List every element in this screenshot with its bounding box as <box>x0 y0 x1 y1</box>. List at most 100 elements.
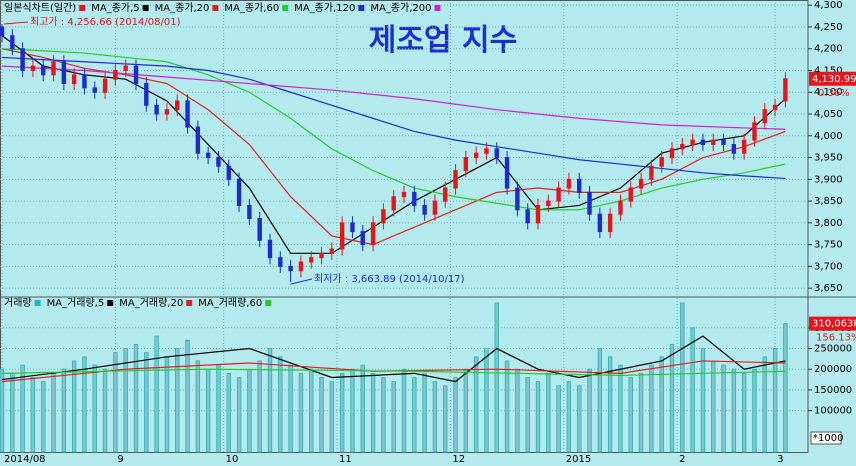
candle-body <box>319 252 324 259</box>
high-arrow <box>3 21 29 25</box>
volume-bar <box>51 372 56 453</box>
y-tick-label: 4,050 <box>814 109 843 120</box>
ma-line <box>1 360 786 383</box>
candle-body <box>690 139 695 145</box>
candle-body <box>638 178 644 189</box>
volume-bar <box>278 356 283 453</box>
legend-swatch <box>107 300 114 306</box>
ma-line <box>1 65 786 130</box>
legend-swatch <box>282 5 289 11</box>
y-tick-label: 3,750 <box>814 240 843 251</box>
candle-body <box>741 139 747 154</box>
volume-bar <box>175 348 180 453</box>
candle-body <box>783 78 788 102</box>
y-tick-label: 200000 <box>814 364 852 375</box>
candle-body <box>473 152 479 159</box>
candle-body <box>123 65 128 71</box>
volume-bar <box>113 352 118 453</box>
candle-body <box>216 157 221 167</box>
volume-bar <box>577 385 582 453</box>
candle-body <box>329 248 335 254</box>
last-volume-tag <box>809 316 856 331</box>
volume-bar <box>30 377 36 453</box>
x-tick-label: 9 <box>117 454 123 465</box>
volume-bar <box>762 356 767 453</box>
volume-bar <box>422 372 427 453</box>
y-tick-label: 4,100 <box>814 87 843 98</box>
legend-label: 거래량 <box>4 297 32 309</box>
y-tick-label: 100000 <box>814 406 852 417</box>
volume-bar <box>133 343 139 453</box>
volume-bar <box>82 356 87 453</box>
x-tick-label: 2 <box>679 454 685 465</box>
candle-body <box>484 148 489 154</box>
legend-swatch <box>358 5 365 11</box>
y-tick-label: 3,850 <box>814 196 843 207</box>
candle-body <box>432 200 438 215</box>
volume-bar <box>659 356 664 453</box>
volume-bar <box>71 360 77 453</box>
plot-frame <box>0 0 809 453</box>
ma-line <box>1 368 786 377</box>
volume-bar <box>195 360 201 453</box>
unit-box <box>810 431 842 445</box>
chart-title: 제조업 지수 <box>369 23 517 58</box>
volume-bar <box>41 381 46 453</box>
candle-body <box>772 104 778 111</box>
volume-bar <box>443 385 448 453</box>
candle-body <box>185 100 190 128</box>
volume-bar <box>700 348 706 453</box>
candle-body <box>711 139 716 145</box>
candle-body <box>10 35 15 50</box>
volume-bar <box>484 348 489 453</box>
y-tick-label: 4,200 <box>814 44 843 55</box>
volume-bar <box>731 368 737 453</box>
candle-body <box>587 191 592 215</box>
legend-swatch <box>34 300 41 306</box>
volume-bar <box>102 368 108 453</box>
volume-bar <box>504 360 510 453</box>
candle-body <box>515 187 520 211</box>
legend-swatch <box>434 5 441 11</box>
last-price-label: 4,130.99 <box>812 74 856 85</box>
volume-bar <box>144 352 149 453</box>
candle-body <box>618 200 623 215</box>
volume-bar <box>752 368 757 453</box>
candle-body <box>391 196 396 211</box>
y-tick-label: 4,300 <box>814 0 843 11</box>
candle-body <box>205 152 211 159</box>
candle-body <box>350 222 355 233</box>
y-tick-label: 150000 <box>814 385 852 396</box>
volume-bar <box>288 364 293 453</box>
candle-body <box>278 257 283 267</box>
volume-bar <box>432 381 438 453</box>
volume-bar <box>597 348 603 453</box>
volume-bar <box>546 372 551 453</box>
candle-body <box>762 109 767 124</box>
legend-swatch <box>265 300 272 306</box>
low-annotation: 최저가 : 3,663.89 (2014/10/17) <box>314 273 465 285</box>
volume-bar <box>515 368 520 453</box>
x-tick-label: 11 <box>339 454 352 465</box>
candle-body <box>535 204 541 224</box>
low-arrow <box>290 278 313 285</box>
volume-bar <box>329 381 335 453</box>
candle-body <box>339 222 345 250</box>
candle-body <box>195 126 201 154</box>
x-tick-label: 10 <box>226 454 239 465</box>
y-tick-label: 3,700 <box>814 261 843 272</box>
candle-body <box>41 65 46 76</box>
volume-bar <box>587 368 592 453</box>
candle-body <box>401 191 407 198</box>
volume-bar <box>680 302 685 453</box>
volume-bar <box>607 356 613 453</box>
legend-label: MA_거래량,20 <box>119 297 183 309</box>
candle-body <box>144 83 149 106</box>
volume-bar <box>236 377 242 453</box>
volume-bar <box>370 372 376 453</box>
volume-bar <box>535 381 541 453</box>
volume-bar <box>92 364 97 453</box>
candle-body <box>71 74 77 85</box>
candle-body <box>659 157 664 167</box>
volume-bar <box>123 348 128 453</box>
